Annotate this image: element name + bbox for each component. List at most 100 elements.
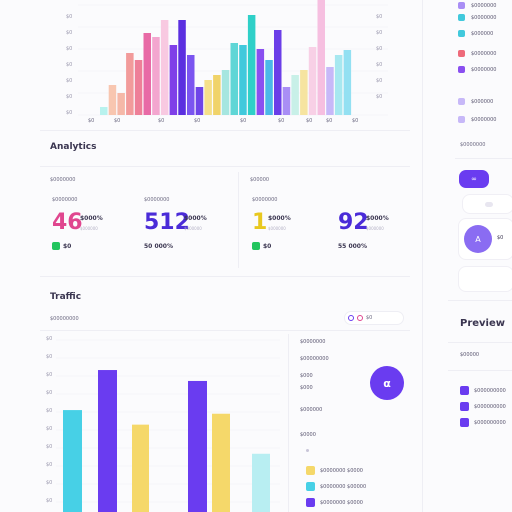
revenue-bar[interactable] xyxy=(239,45,247,115)
sidebar-item[interactable]: $000000 xyxy=(458,98,493,105)
revenue-bar[interactable] xyxy=(160,20,169,115)
stat-unit: $000% xyxy=(366,215,389,222)
revenue-bar[interactable] xyxy=(282,87,291,115)
y-tick-label: $0 xyxy=(46,372,53,378)
y-tick-label: $0 xyxy=(46,390,53,396)
revenue-bar[interactable] xyxy=(291,75,299,115)
toolbar-label: $0 xyxy=(366,315,373,321)
traffic-bar[interactable] xyxy=(132,424,149,512)
square-icon xyxy=(458,2,465,9)
revenue-bar[interactable] xyxy=(247,15,256,115)
sidebar-item[interactable]: $0000000 xyxy=(458,66,496,73)
revenue-bar[interactable] xyxy=(126,53,134,115)
sidebar-action-button[interactable]: ∞ xyxy=(459,170,489,188)
list-title: $0000 xyxy=(300,432,316,438)
revenue-bar[interactable] xyxy=(317,0,326,115)
revenue-bar[interactable] xyxy=(213,75,221,115)
x-tick-label: $0 xyxy=(278,118,285,124)
revenue-bar[interactable] xyxy=(100,107,108,115)
revenue-bar[interactable] xyxy=(195,87,204,115)
revenue-bar[interactable] xyxy=(117,93,125,115)
stat-unit: $000% xyxy=(268,215,291,222)
revenue-chart xyxy=(48,0,408,128)
divider xyxy=(288,334,289,512)
divider xyxy=(40,330,410,331)
revenue-bar[interactable] xyxy=(143,33,152,115)
sidebar-item-label: $000000 xyxy=(471,30,494,37)
x-tick-label: $0 xyxy=(306,118,313,124)
square-icon xyxy=(306,498,315,507)
sidebar-card[interactable] xyxy=(458,266,512,292)
revenue-bar[interactable] xyxy=(343,50,352,115)
sidebar-search-card[interactable] xyxy=(462,194,512,214)
revenue-bar[interactable] xyxy=(169,45,178,115)
list-item-label[interactable]: $0000000 $00000 xyxy=(320,484,367,490)
divider xyxy=(40,130,410,131)
y-tick-label: $0 xyxy=(66,78,73,84)
list-search[interactable] xyxy=(304,446,404,456)
y-tick-label: $0 xyxy=(376,62,383,68)
sidebar-item[interactable]: $000000 xyxy=(458,30,493,37)
sidebar-item-label: $0000000 xyxy=(471,66,497,73)
y-tick-label: $0 xyxy=(66,62,73,68)
divider xyxy=(448,342,512,343)
revenue-bar[interactable] xyxy=(326,67,334,115)
stat-delta: $0 xyxy=(263,243,272,250)
revenue-bar[interactable] xyxy=(221,70,230,115)
divider xyxy=(40,166,410,167)
stat-label: $0000000 xyxy=(52,197,78,203)
add-button[interactable]: α xyxy=(370,366,404,400)
y-tick-label: $0 xyxy=(66,94,73,100)
revenue-bar[interactable] xyxy=(108,85,117,115)
revenue-bar[interactable] xyxy=(230,43,239,115)
square-icon xyxy=(306,466,315,475)
sidebar-item[interactable]: $0000000 xyxy=(458,2,496,9)
y-tick-label: $0 xyxy=(46,498,53,504)
revenue-bar[interactable] xyxy=(300,70,308,115)
stat-unit: $000% xyxy=(184,215,207,222)
revenue-bar[interactable] xyxy=(178,20,186,115)
traffic-bar[interactable] xyxy=(252,453,270,512)
revenue-bar[interactable] xyxy=(274,30,282,115)
traffic-chart-svg xyxy=(56,339,280,512)
revenue-bar[interactable] xyxy=(204,80,212,115)
sidebar-item[interactable]: $0000000 xyxy=(458,14,496,21)
stat-value: 46 xyxy=(52,210,83,235)
traffic-bar[interactable] xyxy=(188,380,207,512)
divider xyxy=(238,172,239,268)
sidebar-item[interactable]: $0000000 xyxy=(458,50,496,57)
user-card[interactable]: A $0 xyxy=(458,218,512,260)
y-tick-label: $0 xyxy=(46,354,53,360)
revenue-bar[interactable] xyxy=(134,60,143,115)
preview-title: Preview xyxy=(460,318,506,329)
revenue-bar[interactable] xyxy=(187,55,195,115)
revenue-bar[interactable] xyxy=(308,47,317,115)
user-name: $0 xyxy=(497,235,504,241)
traffic-toolbar[interactable]: $0 xyxy=(344,311,404,325)
stat-sub: $000000 xyxy=(268,226,286,231)
analytics-title: Analytics xyxy=(50,142,97,152)
traffic-title: Traffic xyxy=(50,292,82,302)
checkbox-icon[interactable] xyxy=(460,402,469,411)
list-item-label[interactable]: $0000000 $0000 xyxy=(320,500,363,506)
revenue-bar[interactable] xyxy=(256,49,265,115)
sidebar-item[interactable]: $0000000 xyxy=(458,116,496,123)
traffic-chart xyxy=(40,330,300,512)
traffic-bar[interactable] xyxy=(63,410,82,512)
y-tick-label: $0 xyxy=(376,14,383,20)
revenue-bar[interactable] xyxy=(334,55,343,115)
revenue-bar[interactable] xyxy=(265,60,273,115)
legend-title: $0000000 xyxy=(300,339,326,345)
traffic-bar[interactable] xyxy=(212,413,230,512)
x-tick-label: $0 xyxy=(326,118,333,124)
revenue-bar[interactable] xyxy=(152,37,160,115)
traffic-bar[interactable] xyxy=(98,370,117,512)
preview-item-label: $000000000 xyxy=(474,388,506,394)
checkbox-icon[interactable] xyxy=(460,418,469,427)
stat-sub: $000000 xyxy=(184,226,202,231)
list-item-label[interactable]: $0000000 $0000 xyxy=(320,468,363,474)
checkbox-icon[interactable] xyxy=(460,386,469,395)
alpha-icon: α xyxy=(383,376,391,390)
sidebar-item-label: $000000 xyxy=(471,98,494,105)
y-tick-label: $0 xyxy=(66,110,73,116)
